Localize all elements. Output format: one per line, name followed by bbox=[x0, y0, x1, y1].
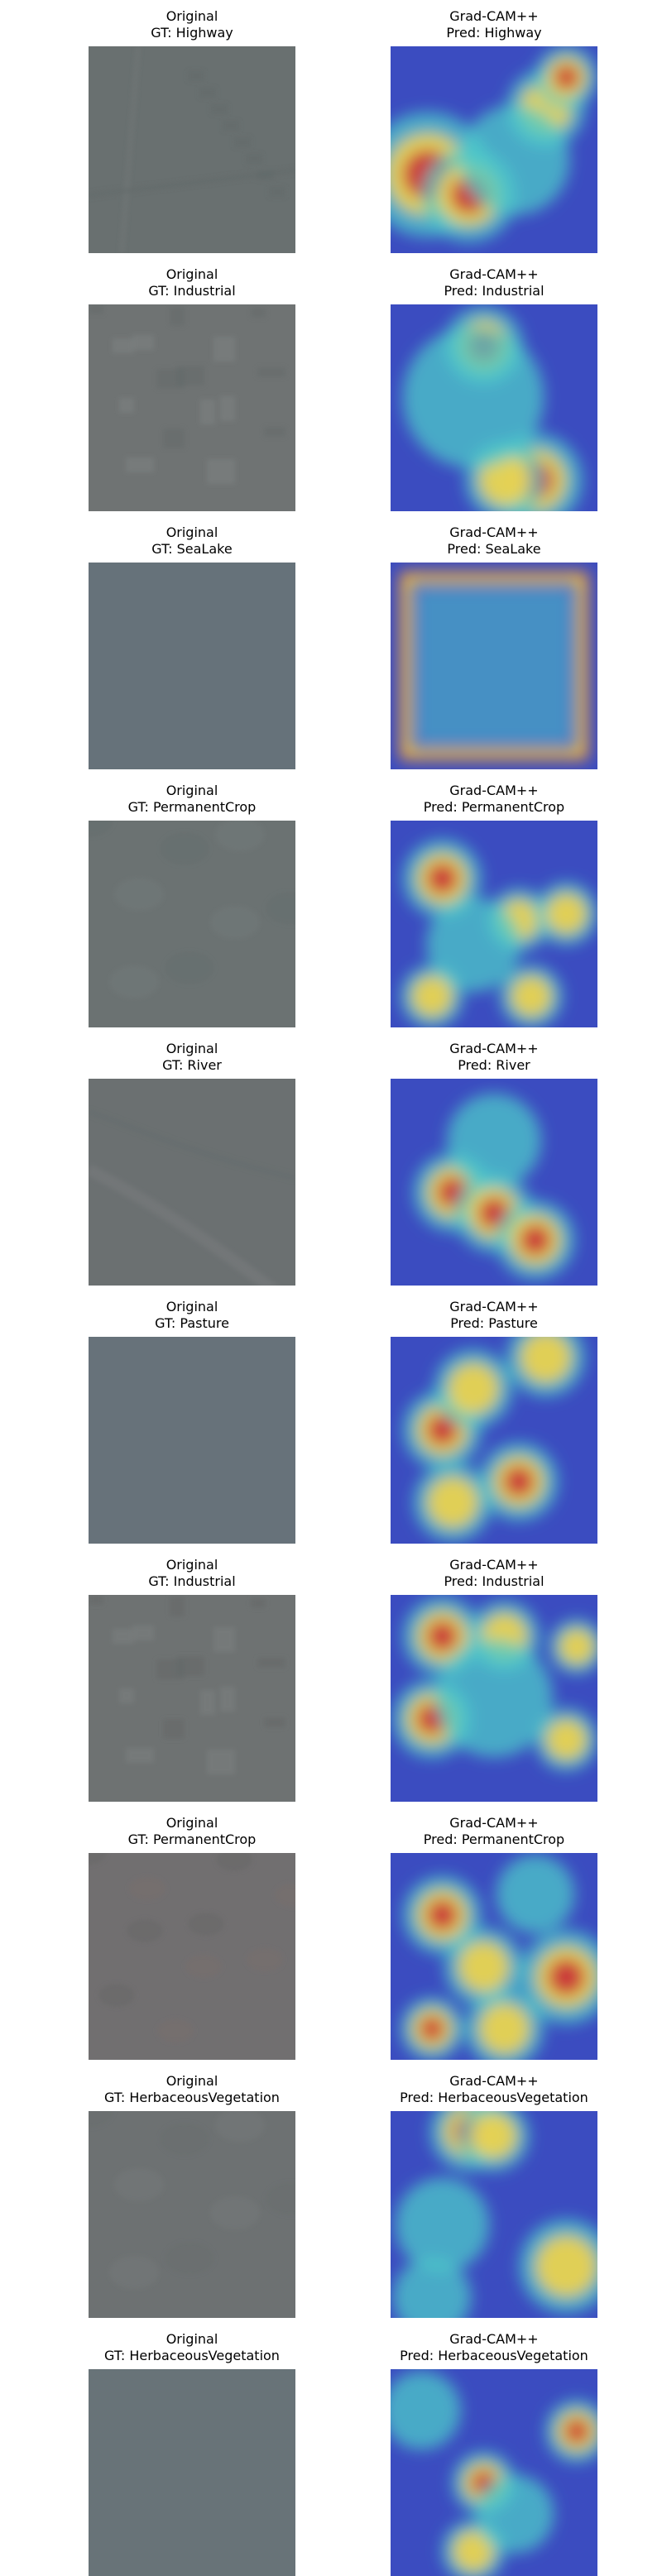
original-satellite-image bbox=[89, 1595, 295, 1802]
original-satellite-image bbox=[89, 2369, 295, 2576]
original-title: Original GT: HerbaceousVegetation bbox=[68, 2073, 316, 2106]
gradcam-heatmap-image bbox=[391, 46, 597, 253]
prediction-label: Pred: Pasture bbox=[450, 1315, 538, 1331]
original-title: Original GT: Industrial bbox=[68, 1557, 316, 1590]
original-satellite-image bbox=[89, 1079, 295, 1286]
panel-title: Grad-CAM++ bbox=[449, 783, 539, 798]
ground-truth-label: GT: Highway bbox=[151, 25, 233, 41]
ground-truth-label: GT: Pasture bbox=[155, 1315, 229, 1331]
prediction-label: Pred: Industrial bbox=[444, 1573, 544, 1589]
gradcam-heatmap-image bbox=[391, 2369, 597, 2576]
original-satellite-image bbox=[89, 304, 295, 511]
ground-truth-label: GT: Industrial bbox=[148, 283, 236, 299]
panel-title: Original bbox=[166, 1815, 218, 1831]
panel-title: Grad-CAM++ bbox=[449, 8, 539, 24]
original-title: Original GT: PermanentCrop bbox=[68, 783, 316, 816]
ground-truth-label: GT: HerbaceousVegetation bbox=[104, 2348, 280, 2363]
gradcam-heatmap-image bbox=[391, 1079, 597, 1286]
prediction-label: Pred: Industrial bbox=[444, 283, 544, 299]
ground-truth-label: GT: SeaLake bbox=[151, 541, 233, 557]
gradcam-title: Grad-CAM++ Pred: SeaLake bbox=[370, 524, 618, 558]
panel-title: Original bbox=[166, 266, 218, 282]
panel-title: Grad-CAM++ bbox=[449, 1557, 539, 1573]
panel-title: Grad-CAM++ bbox=[449, 1299, 539, 1314]
gradcam-heatmap-image bbox=[391, 2111, 597, 2318]
prediction-label: Pred: Highway bbox=[446, 25, 542, 41]
gradcam-title: Grad-CAM++ Pred: Industrial bbox=[370, 266, 618, 299]
original-satellite-image bbox=[89, 1337, 295, 1544]
gradcam-title: Grad-CAM++ Pred: Highway bbox=[370, 8, 618, 41]
original-title: Original GT: PermanentCrop bbox=[68, 1815, 316, 1848]
panel-title: Original bbox=[166, 2331, 218, 2347]
original-satellite-image bbox=[89, 821, 295, 1027]
gradcam-heatmap-image bbox=[391, 1853, 597, 2060]
prediction-label: Pred: HerbaceousVegetation bbox=[400, 2090, 588, 2105]
gradcam-title: Grad-CAM++ Pred: PermanentCrop bbox=[370, 1815, 618, 1848]
original-satellite-image bbox=[89, 46, 295, 253]
gradcam-heatmap-image bbox=[391, 1595, 597, 1802]
gradcam-title: Grad-CAM++ Pred: PermanentCrop bbox=[370, 783, 618, 816]
panel-title: Original bbox=[166, 1041, 218, 1056]
gradcam-title: Grad-CAM++ Pred: HerbaceousVegetation bbox=[370, 2331, 618, 2364]
prediction-label: Pred: River bbox=[458, 1057, 530, 1073]
panel-title: Original bbox=[166, 8, 218, 24]
panel-title: Grad-CAM++ bbox=[449, 1815, 539, 1831]
panel-title: Original bbox=[166, 2073, 218, 2089]
panel-title: Original bbox=[166, 1299, 218, 1314]
original-satellite-image bbox=[89, 2111, 295, 2318]
original-title: Original GT: Pasture bbox=[68, 1299, 316, 1332]
gradcam-heatmap-image bbox=[391, 304, 597, 511]
ground-truth-label: GT: River bbox=[162, 1057, 222, 1073]
original-title: Original GT: HerbaceousVegetation bbox=[68, 2331, 316, 2364]
prediction-label: Pred: PermanentCrop bbox=[423, 1831, 565, 1847]
panel-title: Original bbox=[166, 783, 218, 798]
prediction-label: Pred: PermanentCrop bbox=[423, 799, 565, 815]
prediction-label: Pred: HerbaceousVegetation bbox=[400, 2348, 588, 2363]
gradcam-title: Grad-CAM++ Pred: River bbox=[370, 1041, 618, 1074]
gradcam-title: Grad-CAM++ Pred: Industrial bbox=[370, 1557, 618, 1590]
panel-title: Grad-CAM++ bbox=[449, 266, 539, 282]
gradcam-heatmap-image bbox=[391, 821, 597, 1027]
original-satellite-image bbox=[89, 563, 295, 769]
panel-title: Original bbox=[166, 524, 218, 540]
panel-title: Grad-CAM++ bbox=[449, 1041, 539, 1056]
original-title: Original GT: SeaLake bbox=[68, 524, 316, 558]
panel-title: Original bbox=[166, 1557, 218, 1573]
ground-truth-label: GT: Industrial bbox=[148, 1573, 236, 1589]
original-title: Original GT: Highway bbox=[68, 8, 316, 41]
ground-truth-label: GT: PermanentCrop bbox=[127, 1831, 257, 1847]
original-satellite-image bbox=[89, 1853, 295, 2060]
panel-title: Grad-CAM++ bbox=[449, 2073, 539, 2089]
original-title: Original GT: River bbox=[68, 1041, 316, 1074]
panel-title: Grad-CAM++ bbox=[449, 2331, 539, 2347]
gradcam-title: Grad-CAM++ Pred: HerbaceousVegetation bbox=[370, 2073, 618, 2106]
gradcam-heatmap-image bbox=[391, 1337, 597, 1544]
gradcam-title: Grad-CAM++ Pred: Pasture bbox=[370, 1299, 618, 1332]
ground-truth-label: GT: PermanentCrop bbox=[127, 799, 257, 815]
panel-title: Grad-CAM++ bbox=[449, 524, 539, 540]
prediction-label: Pred: SeaLake bbox=[447, 541, 541, 557]
ground-truth-label: GT: HerbaceousVegetation bbox=[104, 2090, 280, 2105]
gradcam-figure: Original GT: Highway Grad-CAM++ Pred: Highw… bbox=[68, 8, 618, 2576]
gradcam-heatmap-image bbox=[391, 563, 597, 769]
original-title: Original GT: Industrial bbox=[68, 266, 316, 299]
